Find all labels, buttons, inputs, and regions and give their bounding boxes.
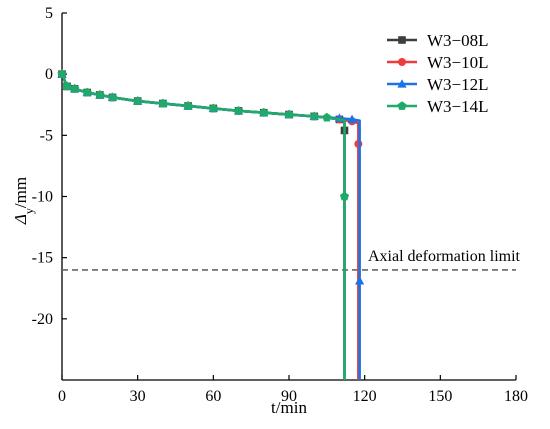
data-point bbox=[107, 92, 118, 102]
data-point bbox=[347, 114, 357, 124]
x-tick-label: 90 bbox=[281, 388, 297, 405]
legend-label: W3−14L bbox=[427, 97, 489, 116]
data-point bbox=[259, 107, 269, 117]
data-point bbox=[57, 69, 67, 79]
axial-deformation-limit-label: Axial deformation limit bbox=[368, 248, 521, 265]
legend-item: W3−10L bbox=[387, 53, 489, 72]
data-point bbox=[183, 101, 193, 110]
y-axis-label-unit: /mm bbox=[11, 177, 30, 208]
legend: W3−08L W3−10L W3−12L W3−14L bbox=[387, 31, 489, 116]
data-point bbox=[322, 112, 332, 122]
data-point bbox=[82, 87, 92, 97]
y-tick-label: -10 bbox=[32, 189, 53, 206]
series-W3−14L bbox=[57, 69, 350, 380]
y-axis-label: Δy/mm bbox=[11, 177, 36, 225]
legend-marker bbox=[398, 36, 406, 44]
x-tick-label: 0 bbox=[58, 388, 66, 405]
x-tick-label: 30 bbox=[130, 388, 146, 405]
y-tick-label: 5 bbox=[45, 5, 53, 22]
y-tick-label: -5 bbox=[40, 127, 53, 144]
x-tick-label: 180 bbox=[504, 388, 528, 405]
x-axis-label: t/min bbox=[271, 398, 307, 417]
x-tick-label: 150 bbox=[428, 388, 452, 405]
data-point bbox=[158, 98, 168, 108]
legend-label: W3−12L bbox=[427, 75, 489, 94]
data-point bbox=[233, 106, 244, 115]
series-group bbox=[57, 69, 365, 380]
x-tick-label: 60 bbox=[205, 388, 221, 405]
legend-marker bbox=[398, 58, 406, 66]
data-point bbox=[309, 111, 319, 121]
y-tick-label: 0 bbox=[45, 66, 53, 83]
series-line bbox=[60, 73, 346, 380]
legend-item: W3−12L bbox=[387, 75, 489, 94]
legend-item: W3−14L bbox=[387, 97, 489, 116]
series-line bbox=[60, 73, 346, 380]
y-axis-label-sub: y bbox=[22, 208, 36, 214]
legend-label: W3−08L bbox=[427, 31, 489, 50]
y-tick-label: -20 bbox=[32, 311, 53, 328]
data-point bbox=[95, 90, 105, 99]
x-tick-label: 120 bbox=[353, 388, 377, 405]
data-point bbox=[284, 109, 294, 119]
legend-item: W3−08L bbox=[387, 31, 489, 50]
data-point bbox=[62, 81, 72, 91]
legend-label: W3−10L bbox=[427, 53, 489, 72]
data-point bbox=[208, 103, 218, 113]
axes: 0 30 60 90 120 150 180 5 0 -5 -10 -15 -20 bbox=[32, 5, 528, 405]
data-point bbox=[133, 96, 143, 105]
y-tick-label: -15 bbox=[32, 250, 53, 267]
data-point bbox=[355, 276, 365, 285]
legend-marker bbox=[397, 101, 407, 110]
legend-marker bbox=[397, 79, 407, 88]
y-axis-label-main: Δ bbox=[11, 214, 30, 225]
data-point bbox=[70, 84, 80, 93]
reference-line-group: Axial deformation limit bbox=[62, 248, 521, 271]
data-point bbox=[339, 191, 350, 201]
